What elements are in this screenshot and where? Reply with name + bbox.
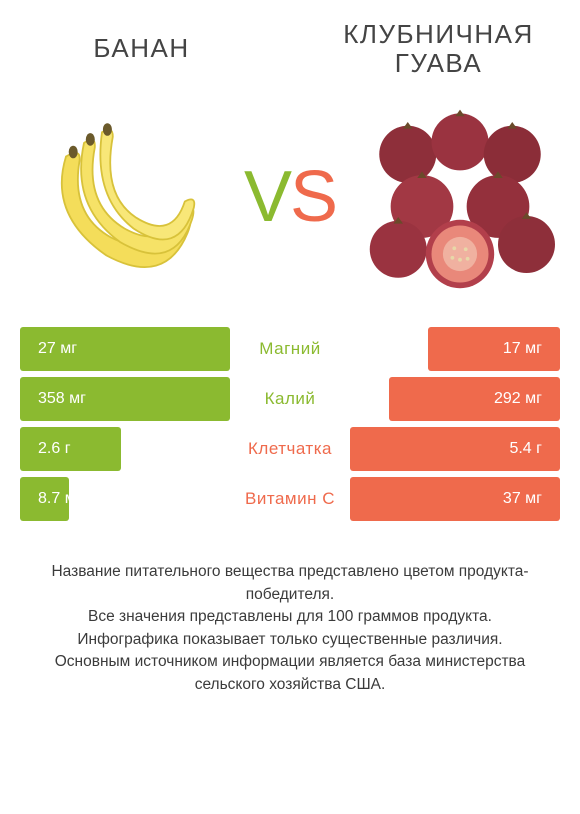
right-bar: 5.4 г <box>350 427 560 471</box>
right-bar: 292 мг <box>389 377 560 421</box>
titles-row: БАНАН КЛУБНИЧНАЯ ГУАВА <box>20 20 560 77</box>
vs-label: VS <box>244 156 336 238</box>
nutrient-row: 27 мг Магний 17 мг <box>20 327 560 371</box>
nutrient-row: 2.6 г Клетчатка 5.4 г <box>20 427 560 471</box>
left-product-title: БАНАН <box>20 34 263 63</box>
guava-icon <box>365 102 555 292</box>
footer-notes: Название питательного вещества представл… <box>20 561 560 696</box>
right-product-image <box>360 97 560 297</box>
left-bar: 2.6 г <box>20 427 121 471</box>
nutrient-row: 8.7 мг Витамин C 37 мг <box>20 477 560 521</box>
right-bar: 37 мг <box>350 477 560 521</box>
vs-s: S <box>290 156 336 238</box>
left-product-image <box>20 97 220 297</box>
left-bar: 8.7 мг <box>20 477 69 521</box>
vs-v: V <box>244 156 290 238</box>
nutrient-label: Клетчатка <box>248 439 332 459</box>
footer-line: Название питательного вещества представл… <box>30 561 550 606</box>
banana-icon <box>30 107 210 287</box>
footer-line: Основным источником информации является … <box>30 651 550 696</box>
nutrient-label: Витамин C <box>245 489 335 509</box>
nutrient-rows: 27 мг Магний 17 мг 358 мг Калий 292 мг 2.6 г Кл… <box>20 327 560 521</box>
left-bar: 27 мг <box>20 327 230 371</box>
footer-line: Все значения представлены для 100 граммо… <box>30 606 550 628</box>
right-product-title: КЛУБНИЧНАЯ ГУАВА <box>317 20 560 77</box>
nutrient-row: 358 мг Калий 292 мг <box>20 377 560 421</box>
comparison-infographic: БАНАН КЛУБНИЧНАЯ ГУАВА VS <box>0 0 580 814</box>
left-bar: 358 мг <box>20 377 230 421</box>
nutrient-label: Магний <box>259 339 320 359</box>
footer-line: Инфографика показывает только существенн… <box>30 629 550 651</box>
images-row: VS <box>20 97 560 297</box>
nutrient-label: Калий <box>265 389 316 409</box>
right-bar: 17 мг <box>428 327 560 371</box>
